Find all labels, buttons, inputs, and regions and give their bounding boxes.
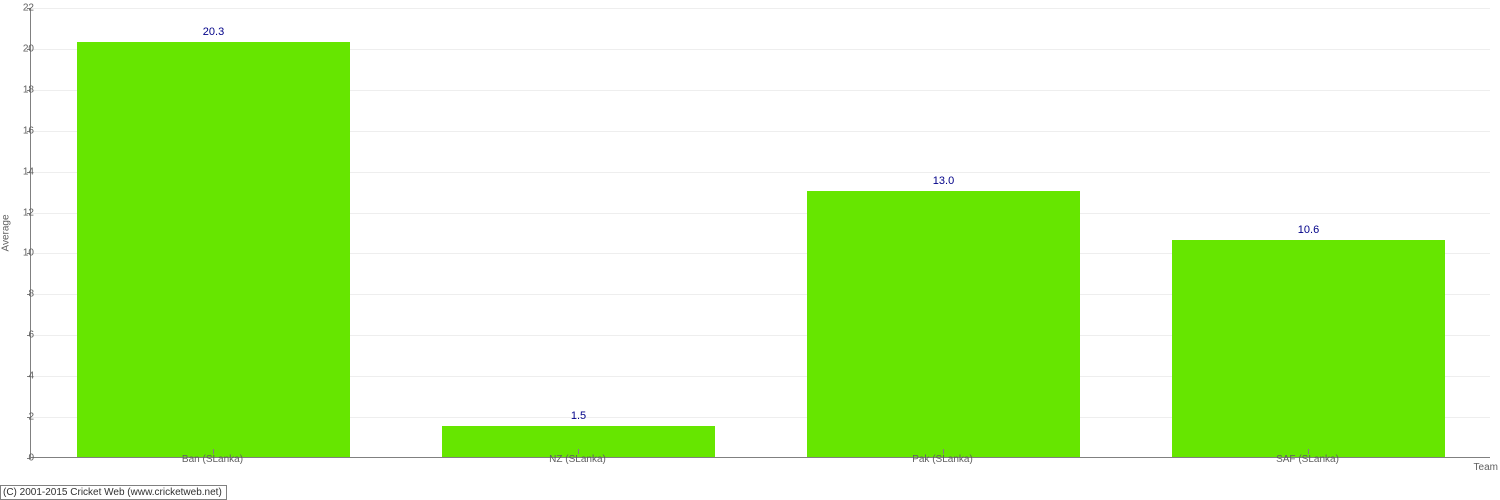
y-axis-label: Average (1, 214, 12, 251)
ytick-label: 20 (4, 43, 34, 54)
xtick-label: Ban (SLanka) (182, 454, 243, 465)
ytick-label: 0 (4, 453, 34, 464)
ytick-label: 16 (4, 125, 34, 136)
bar-value-label: 10.6 (1172, 224, 1446, 236)
ytick-label: 4 (4, 371, 34, 382)
ytick-label: 2 (4, 412, 34, 423)
bar: 20.3 (77, 42, 351, 457)
ytick-label: 12 (4, 207, 34, 218)
ytick-label: 14 (4, 166, 34, 177)
ytick-label: 10 (4, 248, 34, 259)
copyright-text: (C) 2001-2015 Cricket Web (www.cricketwe… (0, 485, 227, 500)
bar: 10.6 (1172, 240, 1446, 457)
x-axis-label: Team (1474, 462, 1498, 473)
xtick-label: NZ (SLanka) (549, 454, 606, 465)
ytick-label: 18 (4, 84, 34, 95)
bar: 13.0 (807, 191, 1081, 457)
bar-value-label: 13.0 (807, 175, 1081, 187)
xtick-label: Pak (SLanka) (912, 454, 973, 465)
plot-region: 20.3 1.5 13.0 10.6 (30, 8, 1490, 458)
ytick-label: 8 (4, 289, 34, 300)
chart-area: 20.31.513.010.6 Average (30, 8, 1490, 458)
bar: 1.5 (442, 426, 716, 457)
gridline (31, 8, 1490, 9)
bar-value-label: 20.3 (77, 26, 351, 38)
ytick-label: 22 (4, 3, 34, 14)
ytick-label: 6 (4, 330, 34, 341)
xtick-label: SAF (SLanka) (1276, 454, 1339, 465)
bar-value-label: 1.5 (442, 410, 716, 422)
